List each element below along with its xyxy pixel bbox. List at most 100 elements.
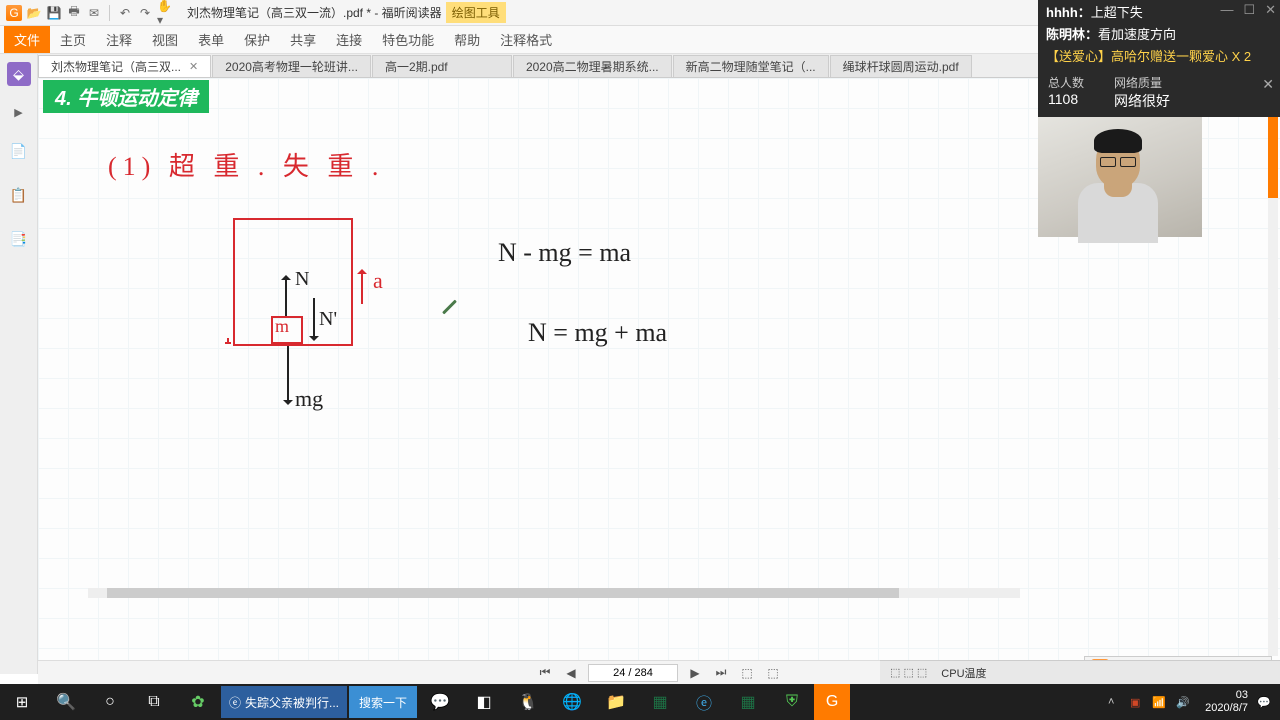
minimize-icon[interactable]: —	[1220, 2, 1233, 18]
folder-icon[interactable]: 📁	[594, 684, 638, 720]
weight-label: mg	[295, 386, 323, 412]
menu-home[interactable]: 主页	[50, 26, 96, 53]
menu-share[interactable]: 共享	[280, 26, 326, 53]
last-page-button[interactable]: ⏭	[712, 664, 730, 682]
tab-label: 刘杰物理笔记（高三双...	[51, 58, 181, 75]
shield-icon[interactable]: ⛨	[770, 684, 814, 720]
date-text: 2020/8/7	[1205, 702, 1248, 715]
tray-up-icon[interactable]: ˄	[1103, 694, 1119, 710]
app-icon[interactable]: G	[6, 5, 22, 21]
app-icon-2[interactable]: ◧	[462, 684, 506, 720]
tray-net-icon[interactable]: 📶	[1151, 694, 1167, 710]
tab-label: 新高二物理随堂笔记（...	[686, 58, 816, 75]
cortana-icon[interactable]: ○	[88, 684, 132, 720]
tick-mark	[227, 338, 229, 344]
edge-icon[interactable]: ⓔ	[682, 684, 726, 720]
taskbar: ⊞ 🔍 ○ ⧉ ✿ ⓔ 失踪父亲被判行... 搜索一下 💬 ◧ 🐧 🌐 📁 ▦ …	[0, 684, 1280, 720]
expand-icon[interactable]: ▶	[14, 106, 22, 119]
save-icon[interactable]: 💾	[46, 5, 62, 21]
notification-icon[interactable]: 💬	[1256, 694, 1272, 710]
close-icon[interactable]: ✕	[1265, 2, 1276, 18]
menu-file[interactable]: 文件	[4, 26, 50, 53]
next-page-button[interactable]: ▶	[686, 664, 704, 682]
horizontal-scrollbar[interactable]	[88, 588, 1020, 598]
undo-icon[interactable]: ↶	[117, 5, 133, 21]
page-icon[interactable]: 📄	[7, 139, 31, 163]
search-label: 搜索一下	[359, 694, 407, 711]
mail-icon[interactable]: ✉	[86, 5, 102, 21]
clock[interactable]: 03 2020/8/7	[1205, 689, 1248, 715]
window-title: 刘杰物理笔记（高三双一流）.pdf * - 福昕阅读器	[187, 4, 442, 21]
mass-label: m	[275, 316, 289, 337]
tab-doc-5[interactable]: 新高二物理随堂笔记（...	[673, 55, 829, 77]
tab-doc-2[interactable]: 2020高考物理一轮班讲...	[212, 55, 371, 77]
start-button[interactable]: ⊞	[0, 684, 44, 720]
open-icon[interactable]: 📂	[26, 5, 42, 21]
webcam-glasses	[1100, 157, 1136, 165]
separator	[109, 5, 110, 21]
page-input[interactable]	[588, 664, 678, 682]
menu-connect[interactable]: 连接	[326, 26, 372, 53]
scrollbar-thumb[interactable]	[107, 588, 899, 598]
quick-access-toolbar: G 📂 💾 🖶 ✉ ↶ ↷ ✋▾	[0, 5, 179, 21]
stat-label: 网络质量	[1114, 74, 1170, 91]
tray-vol-icon[interactable]: 🔊	[1175, 694, 1191, 710]
tab-label: 2020高考物理一轮班讲...	[225, 58, 358, 75]
menu-help[interactable]: 帮助	[444, 26, 490, 53]
maximize-icon[interactable]: ☐	[1243, 2, 1255, 18]
app-360-icon[interactable]: ✿	[176, 684, 220, 720]
overlay-window-controls: — ☐ ✕	[1220, 2, 1276, 18]
menu-protect[interactable]: 保护	[234, 26, 280, 53]
tray-ppt-icon[interactable]: ▣	[1127, 694, 1143, 710]
weight-arrow	[287, 346, 289, 404]
tab-label: 2020高二物理暑期系统...	[526, 58, 659, 75]
clipboard-icon[interactable]: 📋	[7, 183, 31, 207]
first-page-button[interactable]: ⏮	[536, 664, 554, 682]
close-icon[interactable]: ✕	[1262, 76, 1274, 93]
force-n-arrow	[285, 276, 287, 316]
menu-view[interactable]: 视图	[142, 26, 188, 53]
ie-title: 失踪父亲被判行...	[245, 694, 339, 711]
accel-label: a	[373, 268, 383, 294]
wechat-icon[interactable]: 💬	[418, 684, 462, 720]
foxit-icon[interactable]: G	[814, 684, 850, 720]
menu-comment-format[interactable]: 注释格式	[490, 26, 562, 53]
status-strip: ⬚ ⬚ ⬚ CPU温度	[880, 660, 1280, 684]
chat-system-line: 【送爱心】高哈尔赠送一颗爱心 X 2	[1046, 46, 1272, 68]
chapter-banner: 4. 牛顿运动定律	[43, 80, 209, 113]
pen-cursor-icon	[448, 298, 468, 318]
taskview-icon[interactable]: ⧉	[132, 684, 176, 720]
equation-1: N - mg = ma	[498, 238, 631, 268]
nav-extra-2[interactable]: ⬚	[764, 664, 782, 682]
print-icon[interactable]: 🖶	[66, 5, 82, 21]
force-n-label: N	[295, 268, 309, 291]
webcam-feed	[1038, 117, 1202, 237]
search-icon[interactable]: 🔍	[44, 684, 88, 720]
close-icon[interactable]: ✕	[189, 60, 198, 73]
panel-icon[interactable]: ⬙	[7, 62, 31, 86]
qq-icon[interactable]: 🐧	[506, 684, 550, 720]
tab-doc-6[interactable]: 绳球杆球圆周运动.pdf	[830, 55, 972, 77]
cpu-temp-label: CPU温度	[941, 665, 986, 681]
browser-icon[interactable]: 🌐	[550, 684, 594, 720]
menu-features[interactable]: 特色功能	[372, 26, 444, 53]
elevator-diagram: m N N' mg a	[233, 218, 403, 458]
prev-page-button[interactable]: ◀	[562, 664, 580, 682]
taskbar-search[interactable]: 搜索一下	[349, 686, 417, 718]
tab-doc-1[interactable]: 刘杰物理笔记（高三双... ✕	[38, 55, 211, 77]
taskbar-ie[interactable]: ⓔ 失踪父亲被判行...	[221, 686, 347, 718]
status-slot: ⬚ ⬚ ⬚	[890, 666, 927, 679]
menu-form[interactable]: 表单	[188, 26, 234, 53]
tab-doc-3[interactable]: 高一2期.pdf	[372, 55, 512, 77]
hand-icon[interactable]: ✋▾	[157, 5, 173, 21]
nav-extra-1[interactable]: ⬚	[738, 664, 756, 682]
tab-doc-4[interactable]: 2020高二物理暑期系统...	[513, 55, 672, 77]
excel2-icon[interactable]: ▦	[726, 684, 770, 720]
layers-icon[interactable]: 📑	[7, 227, 31, 251]
left-appbar: ⬙ ▶ 📄 📋 📑	[0, 54, 38, 674]
redo-icon[interactable]: ↷	[137, 5, 153, 21]
menu-comment[interactable]: 注释	[96, 26, 142, 53]
viewer-count: 总人数 1108	[1048, 74, 1084, 111]
tool-mode-badge: 绘图工具	[446, 2, 506, 23]
excel-icon[interactable]: ▦	[638, 684, 682, 720]
